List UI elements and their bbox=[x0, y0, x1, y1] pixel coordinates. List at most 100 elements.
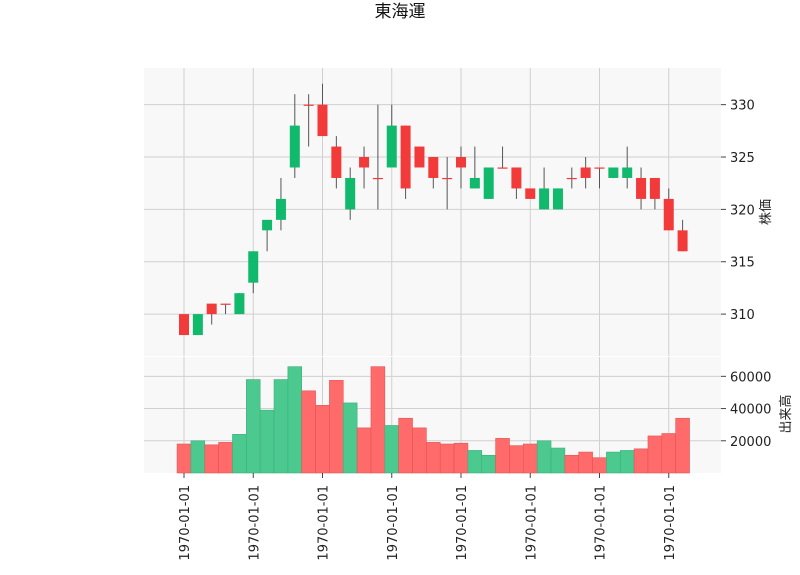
price-y-tick-label: 330 bbox=[730, 99, 755, 114]
x-tick-label: 1970-01-01 bbox=[594, 485, 609, 561]
candle-body bbox=[511, 167, 522, 189]
candle-body bbox=[594, 167, 605, 169]
volume-bar bbox=[523, 443, 538, 474]
volume-bar bbox=[633, 448, 649, 474]
x-tick-label: 1970-01-01 bbox=[317, 485, 332, 561]
x-ticks: 1970-01-01 1970-01-01 1970-01-01 1970-01-01… bbox=[178, 473, 678, 561]
price-panel-background bbox=[144, 68, 721, 356]
volume-bar bbox=[453, 442, 469, 474]
candle-body bbox=[636, 177, 647, 199]
volume-bar bbox=[439, 443, 455, 474]
candle-body bbox=[289, 125, 300, 168]
price-y-tick-label: 310 bbox=[730, 308, 755, 323]
volume-bar bbox=[481, 454, 496, 474]
x-tick-label: 1970-01-01 bbox=[386, 485, 401, 561]
x-tick-label: 1970-01-01 bbox=[455, 485, 470, 561]
candle-body bbox=[372, 177, 383, 180]
volume-grid bbox=[144, 357, 721, 473]
candle-body bbox=[317, 104, 328, 137]
candle-body bbox=[262, 219, 273, 231]
volume-bar bbox=[259, 409, 275, 474]
volume-y-axis-label: 出来高 bbox=[778, 394, 794, 433]
candle-body bbox=[234, 293, 245, 315]
volume-bar bbox=[550, 447, 566, 474]
candle-body bbox=[359, 157, 370, 168]
chart-title: 東海運 bbox=[375, 2, 426, 22]
price-y-axis-label: 株価 bbox=[759, 199, 774, 225]
candle-body bbox=[456, 157, 466, 168]
volume-bar bbox=[204, 444, 219, 474]
candle-body bbox=[345, 177, 356, 210]
volume-bar bbox=[619, 450, 635, 474]
price-y-tick-label: 320 bbox=[730, 203, 755, 218]
volume-y-tick-label: 40000 bbox=[730, 403, 771, 418]
candle-body bbox=[469, 177, 480, 189]
price-y-tick-label: 325 bbox=[730, 151, 755, 166]
candle-body bbox=[497, 167, 508, 169]
volume-bar bbox=[467, 450, 483, 474]
volume-bar bbox=[495, 438, 510, 474]
volume-bar bbox=[606, 451, 621, 474]
volume-bar bbox=[592, 457, 607, 474]
candle-body bbox=[303, 104, 314, 106]
volume-bar bbox=[398, 417, 413, 474]
candle-body bbox=[608, 167, 619, 178]
candle-body bbox=[622, 167, 633, 178]
volume-bar bbox=[370, 366, 386, 474]
candle-body bbox=[248, 251, 259, 283]
candle-body bbox=[552, 188, 563, 210]
candle-body bbox=[275, 198, 286, 220]
volume-bar bbox=[412, 427, 427, 474]
candle-body bbox=[179, 314, 189, 336]
candle-body bbox=[220, 303, 231, 305]
volume-bar bbox=[342, 402, 358, 474]
volume-bar bbox=[315, 405, 330, 474]
volume-bar bbox=[232, 434, 247, 474]
x-tick-label: 1970-01-01 bbox=[524, 485, 539, 561]
volume-bar bbox=[536, 440, 552, 474]
volume-bar bbox=[384, 425, 399, 474]
volume-bar bbox=[190, 440, 206, 474]
volume-bar bbox=[578, 451, 593, 474]
candle-body bbox=[525, 188, 536, 199]
volume-bar bbox=[273, 379, 289, 474]
candle-body bbox=[566, 177, 577, 180]
candle-body bbox=[192, 314, 203, 336]
candle-body bbox=[580, 167, 591, 178]
volume-bar bbox=[564, 454, 580, 474]
volume-bar bbox=[176, 443, 192, 474]
volume-bar bbox=[218, 442, 233, 474]
candle-body bbox=[206, 303, 217, 315]
x-tick-label: 1970-01-01 bbox=[663, 485, 678, 561]
volume-bar bbox=[356, 427, 372, 474]
candle-body bbox=[539, 188, 550, 210]
candle-body bbox=[428, 157, 439, 178]
volume-bar bbox=[647, 435, 663, 474]
volume-bar bbox=[287, 366, 303, 474]
volume-bar bbox=[329, 380, 344, 474]
candle-body bbox=[414, 146, 425, 168]
x-tick-label: 1970-01-01 bbox=[247, 485, 262, 561]
volume-bar bbox=[246, 379, 261, 474]
volume-y-tick-label: 60000 bbox=[730, 370, 771, 385]
volume-bar bbox=[301, 390, 316, 474]
volume-bar bbox=[675, 417, 690, 474]
candle-body bbox=[331, 146, 342, 178]
price-candles bbox=[179, 83, 688, 336]
price-y-tick-label: 315 bbox=[730, 256, 755, 271]
candle-body bbox=[663, 198, 674, 231]
candle-body bbox=[483, 167, 494, 199]
candle-body bbox=[649, 177, 660, 199]
volume-bar bbox=[426, 442, 441, 474]
candle-body bbox=[400, 125, 411, 189]
volume-bars bbox=[176, 366, 690, 474]
price-y-ticks: 310 315 320 325 330 bbox=[721, 99, 755, 323]
volume-bar bbox=[661, 433, 676, 474]
volume-y-ticks: 20000 40000 60000 bbox=[721, 370, 771, 450]
candle-body bbox=[386, 125, 397, 168]
volume-bar bbox=[509, 445, 524, 474]
candle-body bbox=[442, 177, 453, 180]
volume-y-tick-label: 20000 bbox=[730, 435, 771, 450]
candle-body bbox=[677, 230, 688, 252]
